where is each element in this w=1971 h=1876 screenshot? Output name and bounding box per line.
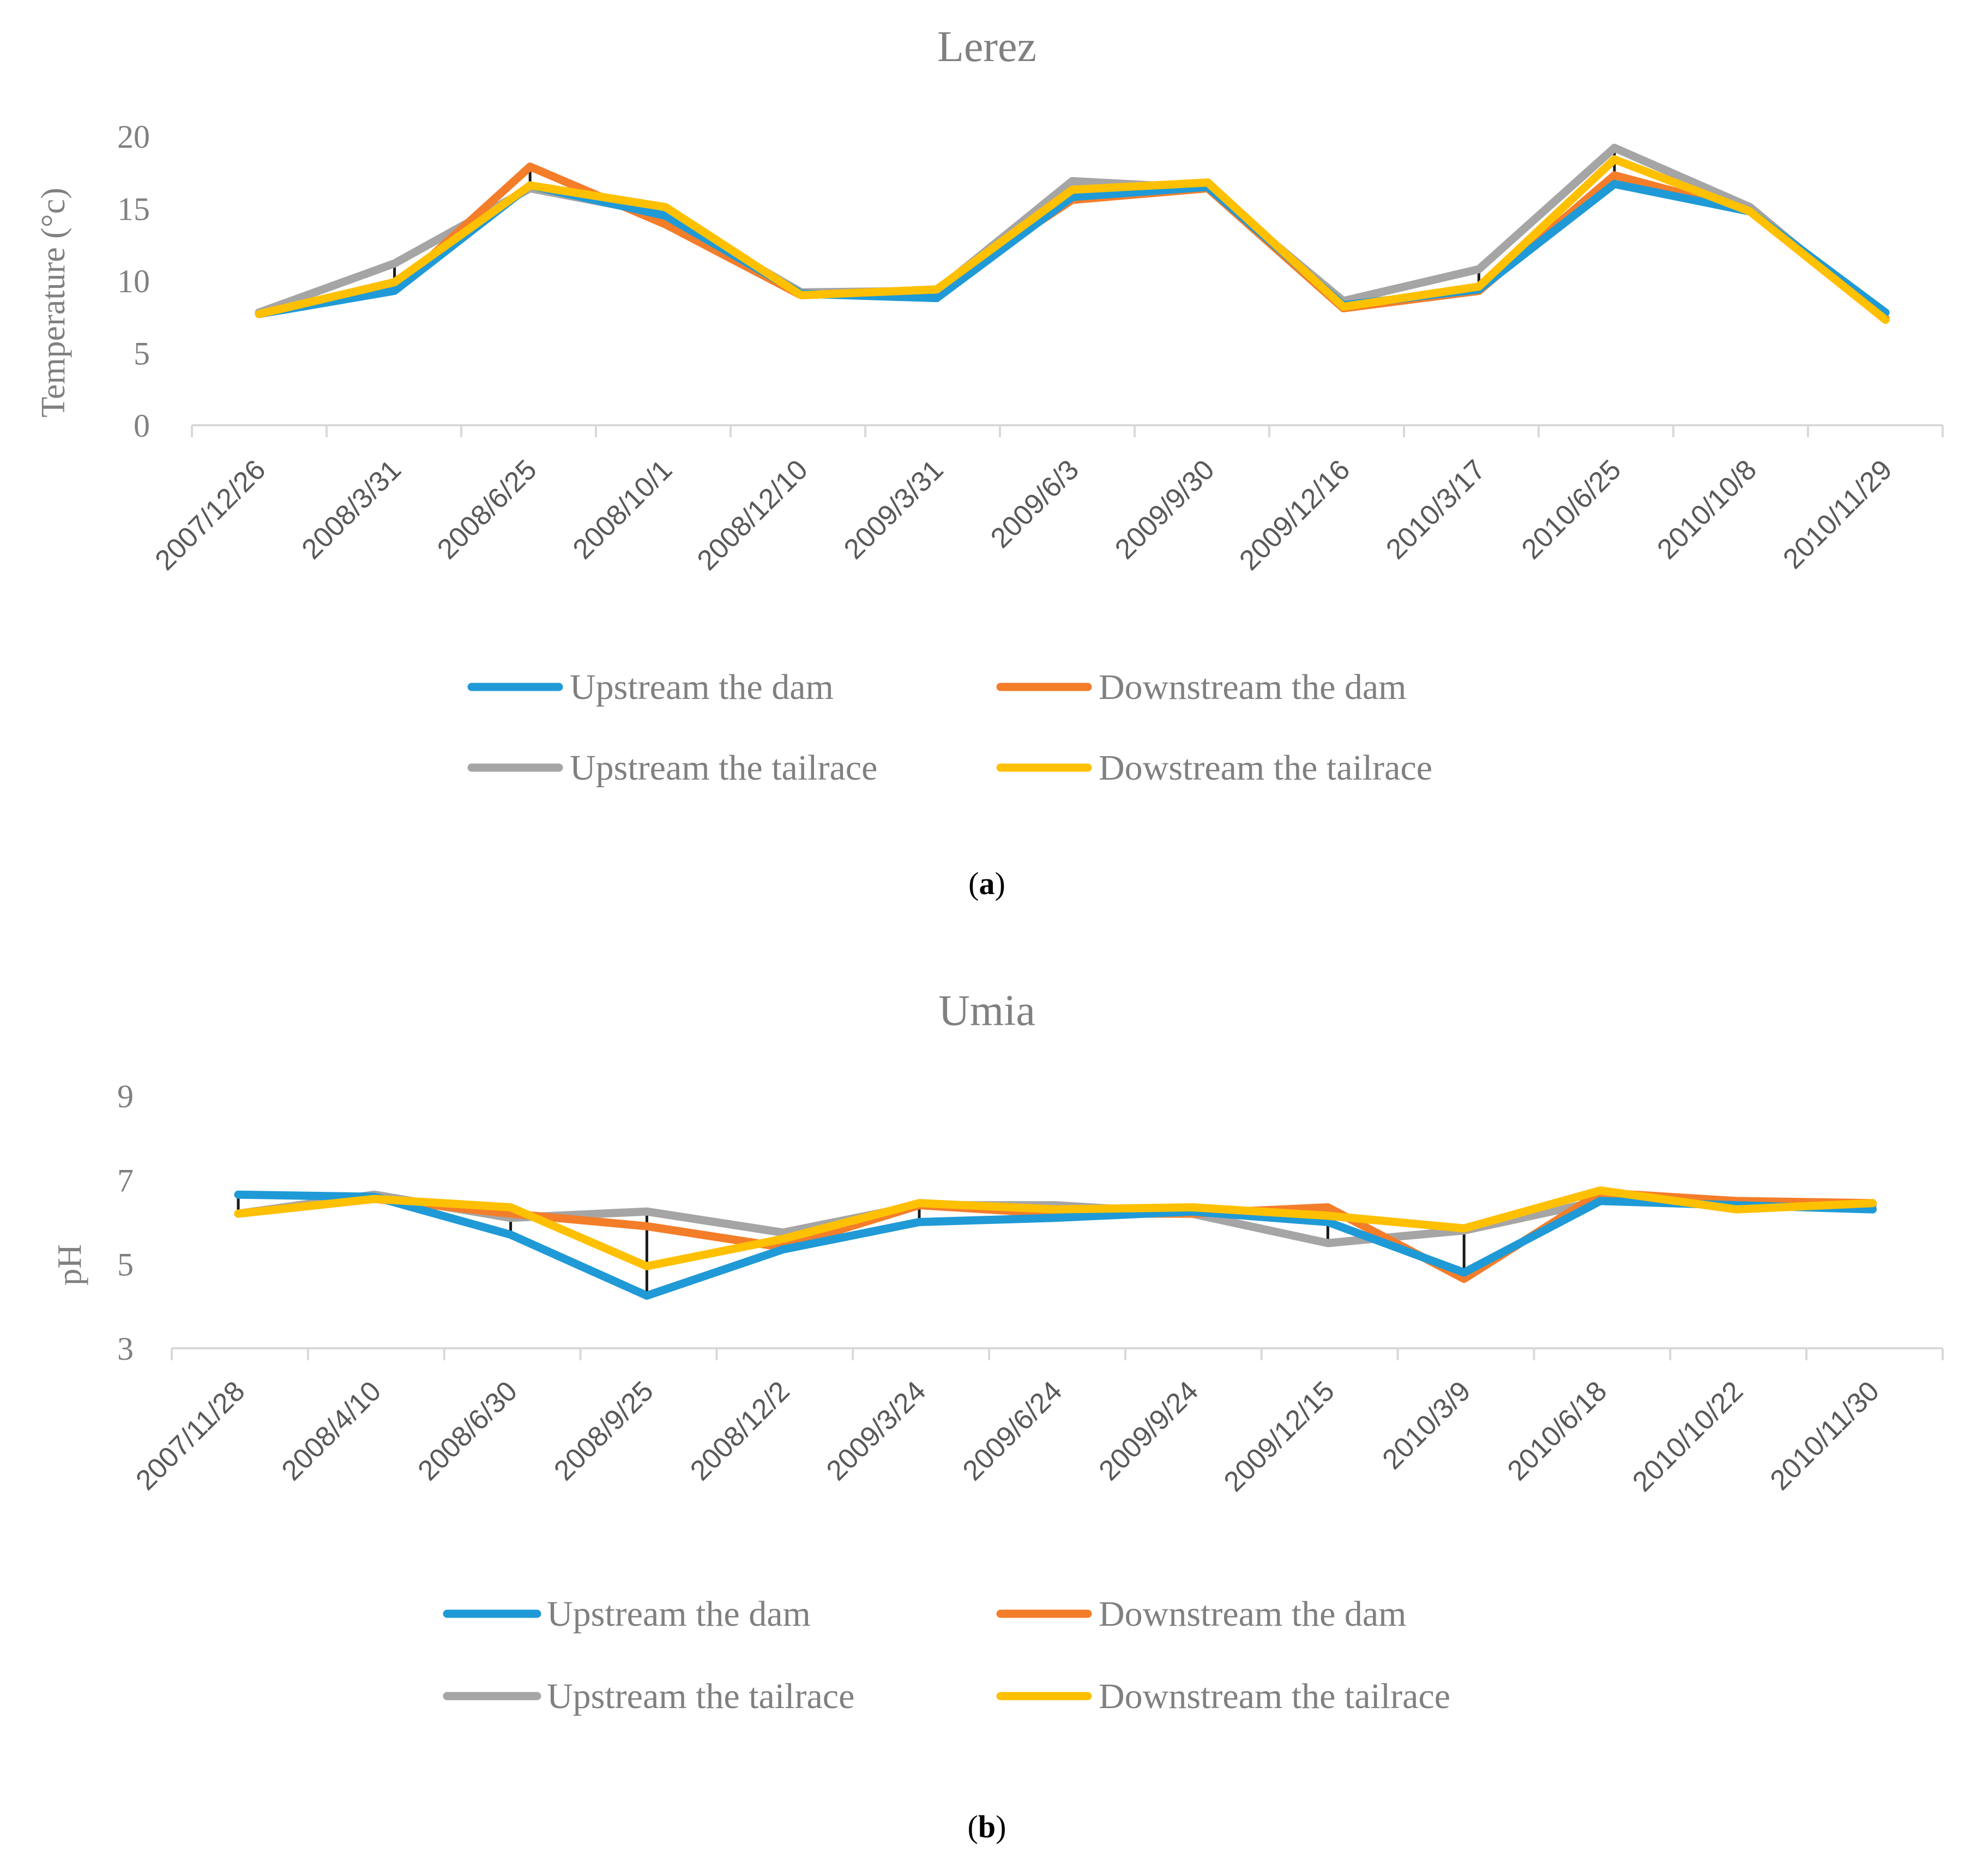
y-tick-label: 0 bbox=[134, 408, 150, 444]
x-tick-label: 2008/12/2 bbox=[684, 1375, 796, 1487]
x-tick-label: 2007/11/28 bbox=[130, 1375, 251, 1496]
y-tick-label: 5 bbox=[134, 336, 150, 372]
x-tick-label: 2008/12/10 bbox=[691, 454, 814, 576]
y-tick-label: 5 bbox=[117, 1247, 134, 1283]
x-tick-label: 2010/10/22 bbox=[1626, 1375, 1749, 1498]
x-tick-label: 2009/9/24 bbox=[1093, 1375, 1204, 1487]
y-tick-label: 9 bbox=[117, 1078, 134, 1114]
x-tick-label: 2009/3/24 bbox=[821, 1375, 932, 1487]
panel-label: (a) bbox=[968, 866, 1005, 901]
x-tick-label: 2008/10/1 bbox=[567, 454, 679, 565]
x-tick-label: 2009/6/24 bbox=[957, 1375, 1069, 1487]
x-tick-label: 2009/3/31 bbox=[838, 454, 950, 565]
x-tick-label: 2010/11/30 bbox=[1764, 1375, 1885, 1496]
x-tick-label: 2008/6/25 bbox=[431, 454, 543, 565]
legend-label: Dowstream the tailrace bbox=[1099, 748, 1432, 788]
x-tick-label: 2008/4/10 bbox=[276, 1375, 388, 1487]
x-tick-label: 2009/9/30 bbox=[1109, 454, 1221, 565]
x-tick-label: 2008/9/25 bbox=[548, 1375, 660, 1487]
panel-label: (b) bbox=[968, 1809, 1006, 1844]
legend-label: Downstream the dam bbox=[1099, 667, 1407, 707]
x-tick-label: 2008/3/31 bbox=[296, 454, 407, 565]
x-tick-label: 2010/3/17 bbox=[1380, 454, 1492, 565]
legend-label: Upstream the dam bbox=[547, 1594, 811, 1634]
legend-label: Downstream the tailrace bbox=[1099, 1676, 1450, 1716]
x-tick-label: 2009/6/3 bbox=[985, 454, 1085, 554]
x-tick-label: 2010/6/18 bbox=[1502, 1375, 1613, 1487]
x-tick-label: 2010/3/9 bbox=[1377, 1375, 1477, 1475]
y-tick-label: 10 bbox=[117, 263, 150, 299]
y-tick-label: 20 bbox=[117, 119, 150, 155]
y-tick-label: 7 bbox=[117, 1162, 134, 1198]
chart-title: Lerez bbox=[937, 23, 1036, 71]
series-line-downstream-the-tailrace bbox=[234, 1186, 1877, 1270]
y-axis-title: pH bbox=[51, 1244, 88, 1286]
legend-label: Downstream the dam bbox=[1099, 1594, 1407, 1634]
x-tick-label: 2010/6/25 bbox=[1516, 454, 1628, 565]
legend-label: Upstream the dam bbox=[570, 667, 834, 707]
y-axis-title: Temperature (°c) bbox=[35, 188, 72, 417]
series-line-dowstream-the-tailrace bbox=[255, 155, 1890, 324]
x-tick-label: 2010/10/8 bbox=[1651, 454, 1763, 565]
chart-title: Umia bbox=[938, 987, 1035, 1035]
series-line-upstream-the-dam bbox=[234, 1190, 1877, 1300]
legend-label: Upstream the tailrace bbox=[570, 748, 877, 788]
x-tick-label: 2009/12/15 bbox=[1218, 1375, 1341, 1498]
x-tick-label: 2008/6/30 bbox=[412, 1375, 523, 1487]
x-tick-label: 2007/12/26 bbox=[149, 454, 272, 576]
x-tick-label: 2010/11/29 bbox=[1777, 454, 1898, 575]
x-tick-label: 2009/12/16 bbox=[1233, 454, 1356, 576]
legend-label: Upstream the tailrace bbox=[547, 1676, 854, 1716]
y-tick-label: 15 bbox=[117, 191, 150, 227]
y-tick-label: 3 bbox=[117, 1331, 134, 1367]
